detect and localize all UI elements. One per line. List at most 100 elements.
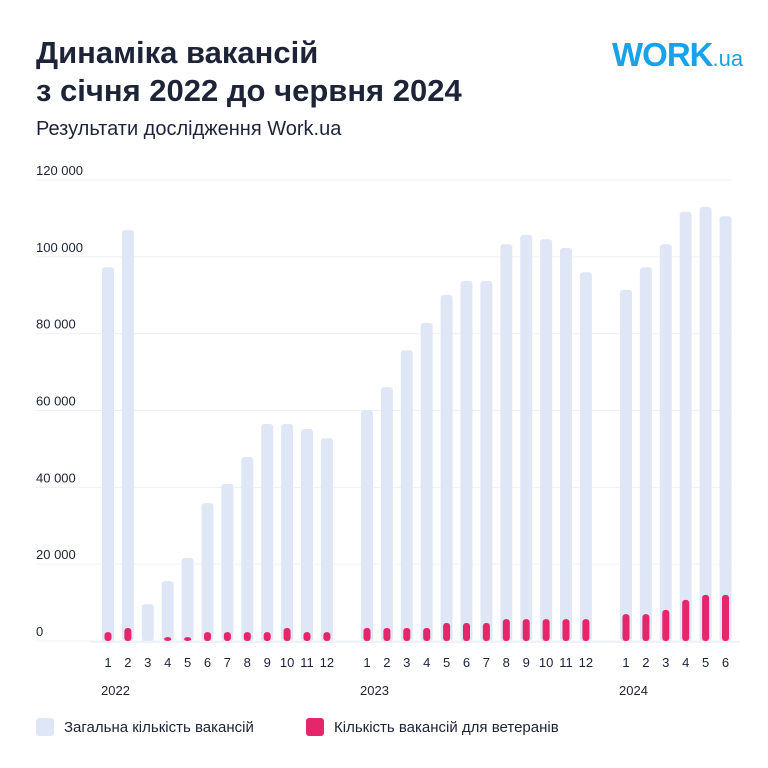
x-tick-label: 12 — [579, 655, 593, 670]
bar-veterans — [642, 614, 650, 641]
x-tick-label: 9 — [523, 655, 530, 670]
legend-total: Загальна кількість вакансій — [36, 718, 254, 736]
bar-veterans — [622, 614, 630, 641]
bar-veterans — [104, 632, 112, 641]
x-tick-label: 1 — [104, 655, 111, 670]
x-tick-label: 10 — [539, 655, 553, 670]
x-tick-label: 7 — [224, 655, 231, 670]
bar-total — [301, 428, 313, 641]
bar-veterans — [243, 632, 251, 641]
bar-total — [460, 281, 473, 641]
bar-veterans — [263, 632, 271, 641]
bar-total — [281, 423, 294, 641]
title-line-2: з січня 2022 до червня 2024 — [36, 73, 462, 108]
y-tick-label: 120 000 — [36, 163, 83, 178]
bar-veterans — [722, 594, 729, 641]
bar-veterans — [502, 619, 510, 641]
year-label: 2023 — [360, 683, 389, 698]
x-tick-label: 3 — [403, 655, 410, 670]
y-tick-label: 20 000 — [36, 547, 76, 562]
bar-veterans — [303, 632, 311, 641]
bar-veterans — [542, 619, 550, 641]
bar-veterans — [323, 632, 331, 641]
bar-total — [380, 387, 393, 641]
x-tick-label: 8 — [244, 655, 251, 670]
bar-veterans — [124, 627, 132, 641]
legend-label-veterans: Кількість вакансій для ветеранів — [334, 718, 559, 736]
bar-veterans — [463, 622, 470, 641]
bar-veterans — [522, 619, 530, 641]
workua-logo: WORK.ua — [612, 36, 744, 73]
bar-total — [579, 272, 592, 641]
bar-total — [400, 350, 413, 641]
bar-total — [102, 267, 114, 641]
x-tick-label: 1 — [363, 655, 370, 670]
bar-total — [659, 244, 672, 642]
x-tick-label: 2 — [642, 655, 649, 670]
title-line-1: Динаміка вакансій — [36, 35, 319, 70]
bar-veterans — [184, 637, 192, 641]
bar-total — [639, 267, 652, 641]
bar-total — [361, 410, 373, 641]
x-tick-label: 5 — [443, 655, 450, 670]
x-tick-label: 10 — [280, 655, 294, 670]
bar-total — [620, 289, 632, 641]
bar-total — [480, 281, 493, 641]
y-tick-label: 60 000 — [36, 394, 76, 409]
x-tick-label: 4 — [423, 655, 430, 670]
bar-total — [500, 244, 513, 642]
x-tick-label: 6 — [722, 655, 729, 670]
bar-veterans — [363, 627, 371, 641]
bar-total — [241, 456, 254, 641]
bar-veterans — [383, 627, 391, 641]
bar-total — [261, 423, 274, 641]
bar-total — [320, 438, 333, 641]
bar-veterans — [164, 637, 172, 641]
x-tick-label: 3 — [662, 655, 669, 670]
y-tick-label: 80 000 — [36, 317, 76, 332]
bar-veterans — [562, 619, 570, 641]
bar-total — [161, 581, 174, 641]
x-tick-label: 11 — [300, 655, 314, 670]
bar-veterans — [283, 627, 291, 641]
x-tick-label: 12 — [320, 655, 334, 670]
bar-total — [420, 322, 433, 641]
bar-veterans — [482, 622, 490, 641]
subtitle: Результати дослідження Work.ua — [36, 118, 342, 140]
x-tick-label: 8 — [503, 655, 510, 670]
bar-total — [221, 483, 234, 641]
bar-total — [121, 229, 134, 642]
bar-total — [181, 558, 194, 641]
x-tick-label: 4 — [682, 655, 689, 670]
bar-total — [560, 247, 572, 641]
page-title: Динаміка вакансій з січня 2022 до червня… — [36, 34, 462, 110]
x-tick-label: 11 — [559, 655, 573, 670]
bar-veterans — [443, 622, 451, 641]
y-tick-label: 0 — [36, 624, 43, 639]
x-tick-label: 5 — [702, 655, 709, 670]
x-tick-label: 2 — [383, 655, 390, 670]
bar-total — [440, 294, 453, 641]
bar-veterans — [223, 632, 231, 641]
bar-total — [201, 503, 214, 641]
bar-veterans — [662, 609, 670, 641]
bar-veterans — [702, 594, 710, 641]
x-tick-label: 9 — [264, 655, 271, 670]
legend-label-total: Загальна кількість вакансій — [64, 718, 254, 736]
bar-veterans — [423, 627, 431, 641]
bar-total — [699, 206, 712, 641]
legend-swatch-total — [36, 718, 54, 736]
bar-total — [540, 239, 553, 641]
bar-veterans — [582, 619, 590, 641]
x-tick-label: 4 — [164, 655, 171, 670]
x-tick-label: 7 — [483, 655, 490, 670]
legend-veterans: Кількість вакансій для ветеранів — [306, 718, 559, 736]
x-tick-label: 6 — [463, 655, 470, 670]
bar-total — [719, 216, 732, 641]
x-tick-label: 1 — [622, 655, 629, 670]
x-tick-label: 3 — [144, 655, 151, 670]
bar-veterans — [682, 599, 690, 641]
legend-swatch-veterans — [306, 718, 324, 736]
